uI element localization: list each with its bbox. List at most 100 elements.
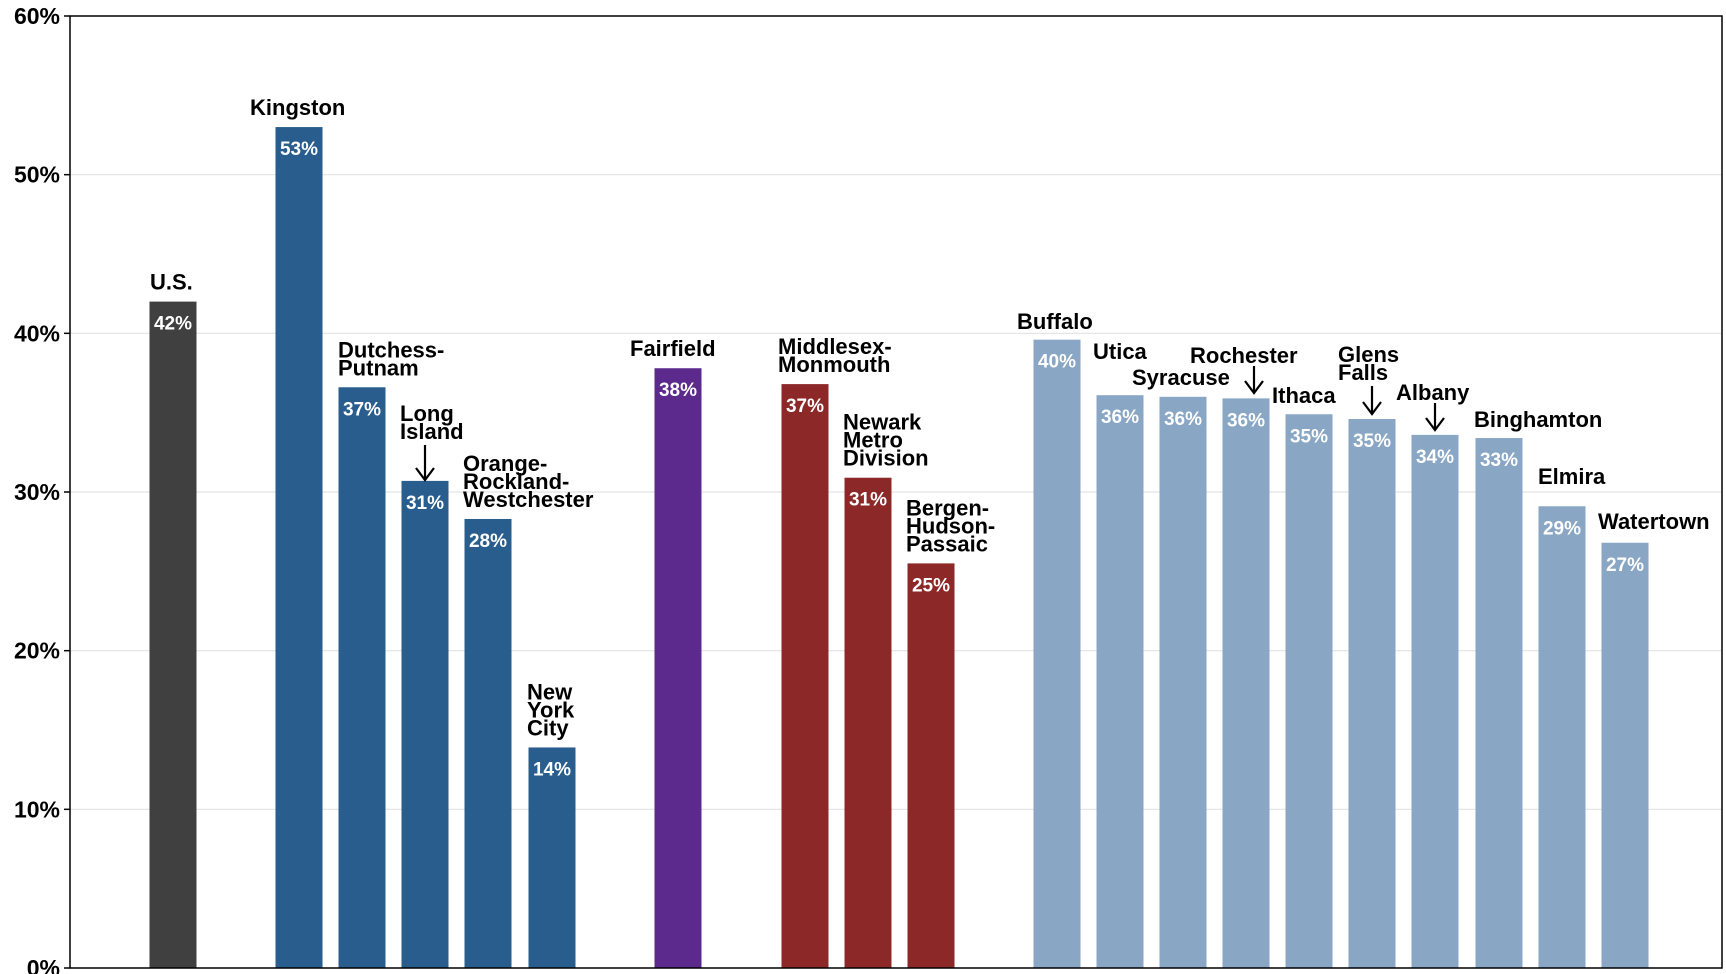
bar — [1601, 542, 1649, 968]
y-tick-label: 40% — [14, 320, 60, 346]
bar-value-label: 35% — [1290, 426, 1328, 447]
bar — [1285, 414, 1333, 969]
bar-value-label: 37% — [786, 396, 824, 417]
category-label-line: Metro — [843, 428, 903, 453]
bar — [275, 127, 323, 969]
category-label-line: Passaic — [906, 531, 988, 556]
bar-value-label: 36% — [1101, 407, 1139, 428]
category-label-line: Glens — [1338, 342, 1399, 367]
bar — [1411, 434, 1459, 968]
bar — [781, 384, 829, 968]
plot-frame — [69, 15, 1723, 969]
bar-value-label: 34% — [1416, 447, 1454, 468]
bar-value-label: 28% — [469, 531, 507, 552]
bar-value-label: 36% — [1164, 409, 1202, 430]
y-axis-ticks: 0% 10% 20% 30% 40% 50% 60% — [14, 3, 70, 974]
category-label: Long Island — [400, 401, 464, 444]
category-label: New York City — [527, 679, 575, 740]
category-label-line: Putnam — [338, 355, 419, 380]
bar-value-label: 35% — [1353, 431, 1391, 452]
category-label: Orange-Rockland-Westchester — [463, 451, 594, 512]
category-label: Buffalo — [1017, 309, 1093, 334]
bar — [654, 368, 702, 968]
category-label-line: U.S. — [150, 270, 193, 295]
bar — [1096, 395, 1144, 968]
bar-value-label: 31% — [406, 493, 444, 514]
bar — [1033, 339, 1081, 968]
bar — [149, 301, 197, 969]
label-arrow-head — [1244, 380, 1264, 395]
category-label: Albany — [1396, 380, 1470, 405]
y-tick-label: 20% — [14, 638, 60, 664]
category-label-line: Buffalo — [1017, 309, 1093, 334]
bar-value-label: 27% — [1606, 555, 1644, 576]
category-label-line: Elmira — [1538, 464, 1606, 489]
category-label-line: Ithaca — [1272, 383, 1336, 408]
category-label: Dutchess-Putnam — [338, 337, 444, 380]
bar — [1475, 438, 1523, 968]
category-label-line: Division — [843, 446, 929, 471]
category-label-line: Long — [400, 401, 454, 426]
category-label-line: York — [527, 697, 575, 722]
category-label-line: Monmouth — [778, 352, 890, 377]
bar — [844, 477, 892, 968]
category-label: Syracuse — [1132, 365, 1230, 390]
label-arrow-head — [415, 467, 435, 482]
category-label: Watertown — [1598, 509, 1710, 534]
category-label-line: Orange- — [463, 451, 547, 476]
category-label-line: Newark — [843, 410, 922, 435]
bar-value-label: 38% — [659, 380, 697, 401]
bar — [528, 747, 576, 968]
y-tick-label: 50% — [14, 162, 60, 188]
category-label: Binghamton — [1474, 407, 1602, 432]
bar-value-label: 31% — [849, 490, 887, 511]
category-label-line: Middlesex- — [778, 334, 892, 359]
category-label-line: Dutchess- — [338, 337, 444, 362]
category-label: Ithaca — [1272, 383, 1336, 408]
category-label-line: Binghamton — [1474, 407, 1602, 432]
category-label-line: Rockland- — [463, 469, 569, 494]
bar-value-label: 25% — [912, 575, 950, 596]
y-tick-label: 10% — [14, 796, 60, 822]
bar — [1159, 396, 1207, 968]
category-label-line: New — [527, 679, 573, 704]
category-label-line: Kingston — [250, 95, 345, 120]
label-arrow-head — [1362, 401, 1382, 416]
category-label: Utica — [1093, 339, 1148, 364]
bars: 42% 53% 37% 31% 28% 14% 38% 37% 31% 25% 40% 36% 36% 3… — [149, 127, 1649, 969]
category-label: Bergen-Hudson-Passaic — [906, 495, 995, 556]
category-label-line: Falls — [1338, 360, 1388, 385]
bar — [401, 480, 449, 968]
category-label: Elmira — [1538, 464, 1606, 489]
category-label: Fairfield — [630, 336, 716, 361]
label-arrow-head — [1425, 417, 1445, 432]
category-label-line: Syracuse — [1132, 365, 1230, 390]
category-label: Newark Metro Division — [843, 410, 929, 471]
category-label-line: Watertown — [1598, 509, 1710, 534]
bar-value-label: 36% — [1227, 410, 1265, 431]
bar — [1222, 398, 1270, 968]
category-labels: U.S. Kingston Dutchess-Putnam Long Island Ora… — [150, 95, 1710, 740]
bar-value-label: 53% — [280, 139, 318, 160]
bar — [907, 563, 955, 968]
bar-value-label: 14% — [533, 759, 571, 780]
bar-value-label: 42% — [154, 314, 192, 335]
category-label: U.S. — [150, 270, 193, 295]
bar — [464, 518, 512, 968]
category-label-line: Bergen- — [906, 495, 989, 520]
bar-value-label: 29% — [1543, 518, 1581, 539]
category-label-line: Albany — [1396, 380, 1470, 405]
category-label-line: Westchester — [463, 487, 594, 512]
category-label-line: Utica — [1093, 339, 1148, 364]
bar-value-label: 33% — [1480, 450, 1518, 471]
category-label: Glens Falls — [1338, 342, 1399, 385]
category-label-line: Rochester — [1190, 343, 1298, 368]
category-label: Middlesex-Monmouth — [778, 334, 892, 377]
bar — [1348, 419, 1396, 969]
category-label-line: Island — [400, 419, 464, 444]
category-label-line: City — [527, 715, 569, 740]
category-label-line: Hudson- — [906, 513, 995, 538]
category-label: Kingston — [250, 95, 345, 120]
bar-value-label: 40% — [1038, 352, 1076, 373]
bar-value-label: 37% — [343, 399, 381, 420]
